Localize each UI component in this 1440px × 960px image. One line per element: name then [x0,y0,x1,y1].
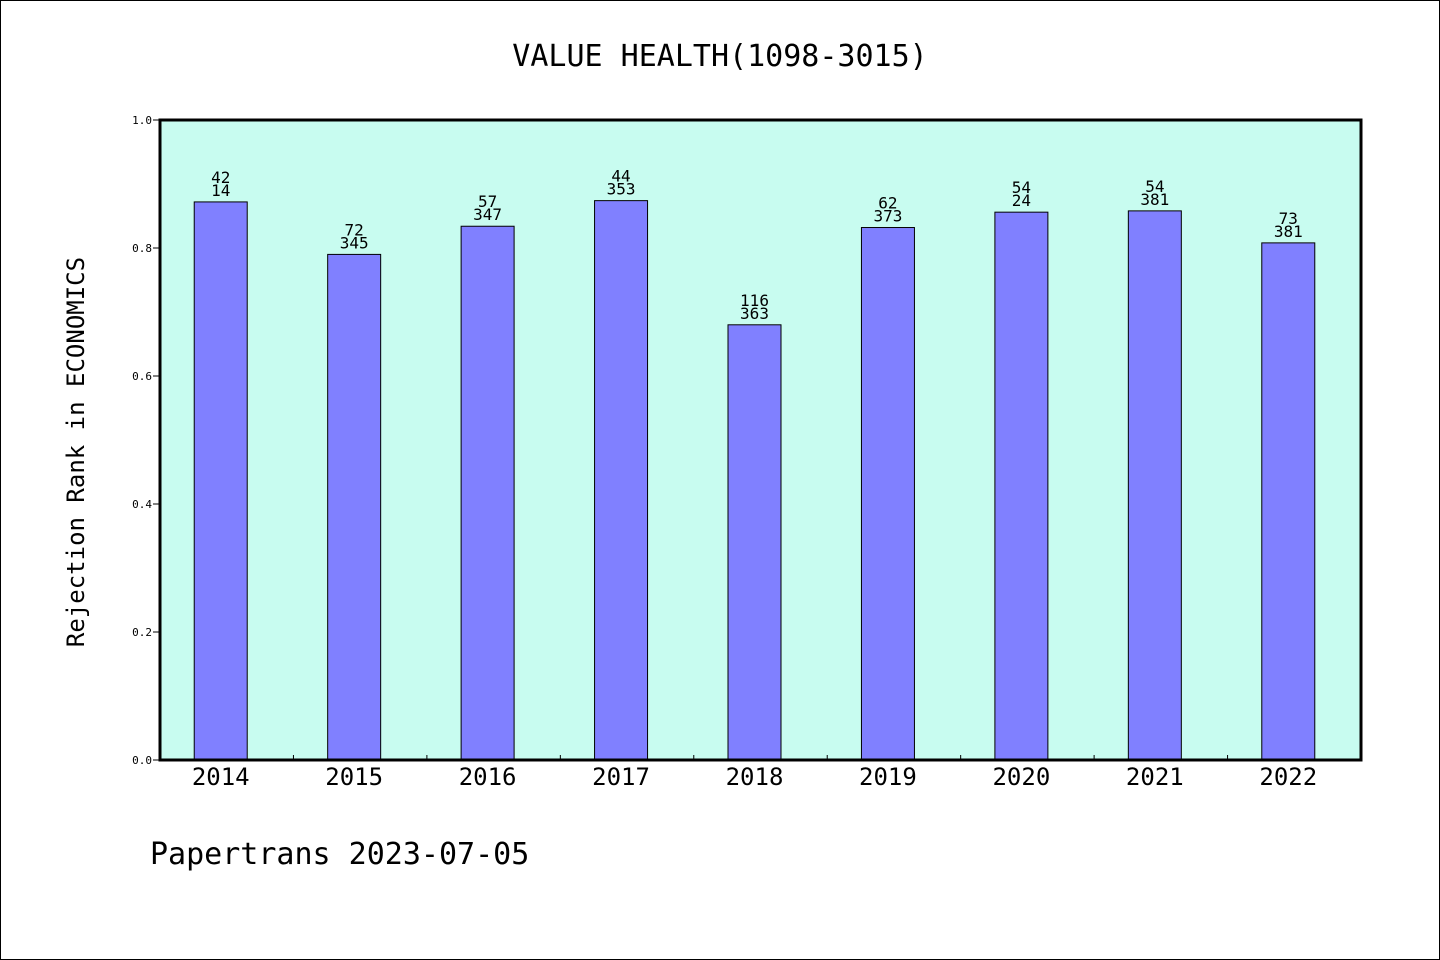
y-tick-label: 0.8 [132,242,152,255]
data-label-bottom: 381 [1274,222,1303,241]
data-label-top: 62 [878,194,897,213]
data-label-bottom: 373 [873,207,902,226]
x-tick-label: 2020 [992,763,1050,791]
y-tick-label: 1.0 [132,114,152,127]
axis-ticks: 0.0 0.2 0.4 0.6 0.8 1.0 2014 2015 2016 2017 2018 20… [132,114,1317,791]
bar-2021 [1127,210,1182,761]
y-tick-label: 0.4 [132,498,152,511]
plot-border [158,118,1363,762]
x-tick-label: 2017 [592,763,650,791]
data-label-top: 54 [1012,178,1031,197]
x-tick-label: 2014 [192,763,250,791]
data-label-bottom: 14 [211,181,230,200]
x-tick-label: 2016 [459,763,517,791]
footer-watermark: Papertrans 2023-07-05 [150,837,529,872]
y-axis-label: Rejection Rank in ECONOMICS [62,257,90,647]
bar-2017 [594,200,649,761]
data-label-top: 73 [1279,209,1298,228]
data-labels: 4214723455734744353116363623735424543817… [211,167,1303,323]
data-label-bottom: 381 [1140,190,1169,209]
bar-2014 [193,201,248,761]
data-label-top: 116 [740,291,769,310]
x-tick-label: 2015 [325,763,383,791]
x-tick-label: 2021 [1126,763,1184,791]
bars [193,200,1316,761]
bar-2020 [994,211,1049,761]
data-label-bottom: 347 [473,205,502,224]
data-label-top: 54 [1145,177,1164,196]
y-tick-label: 0.6 [132,370,152,383]
data-label-top: 72 [345,220,364,239]
data-label-bottom: 363 [740,304,769,323]
data-label-top: 42 [211,168,230,187]
bar-2015 [327,253,382,761]
data-label-bottom: 24 [1012,191,1031,210]
data-label-bottom: 345 [340,233,369,252]
x-tick-label: 2019 [859,763,917,791]
data-label-bottom: 353 [607,180,636,199]
data-label-top: 57 [478,192,497,211]
chart-title: VALUE HEALTH(1098-3015) [512,39,927,74]
bar-2022 [1261,242,1316,761]
data-label-top: 44 [611,167,630,186]
bar-2018 [727,324,782,761]
y-tick-label: 0.2 [132,626,152,639]
bar-2016 [460,225,515,761]
y-tick-label: 0.0 [132,754,152,767]
x-tick-label: 2018 [726,763,784,791]
x-tick-label: 2022 [1259,763,1317,791]
bar-2019 [860,227,915,761]
